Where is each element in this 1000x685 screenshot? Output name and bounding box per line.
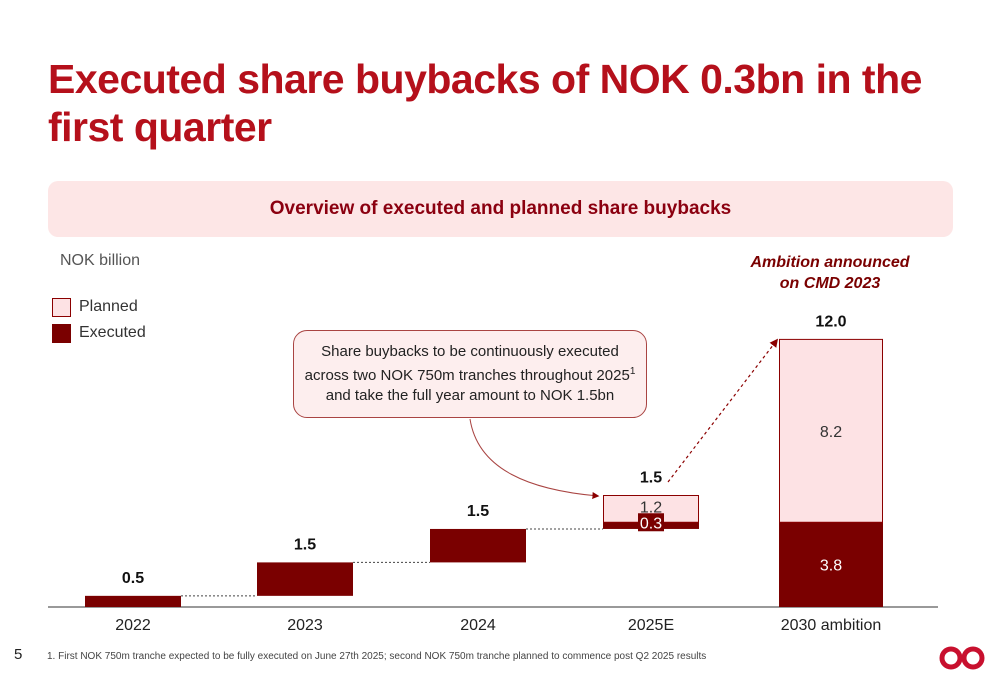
legend-item-executed: Executed [52, 320, 146, 346]
total-label-2025e: 1.5 [640, 470, 662, 487]
ambition-arrow [667, 338, 779, 483]
unit-label: NOK billion [60, 252, 141, 269]
total-label-2024: 1.5 [467, 503, 489, 520]
legend-label-executed: Executed [79, 324, 146, 341]
banner-text: Overview of executed and planned share b… [269, 198, 732, 219]
bar-executed-2030-ambition [779, 522, 883, 607]
legend-swatch-executed [52, 323, 71, 343]
x-tick-label-2023: 2023 [287, 617, 323, 634]
callout-box: Share buybacks to be continuously execut… [293, 330, 647, 418]
x-tick-label-2022: 2022 [115, 617, 151, 634]
x-tick-label-2025e: 2025E [628, 617, 674, 634]
segment-label-planned-2025e: 1.2 [640, 500, 662, 517]
segment-label-executed-2025e: 0.3 [640, 515, 662, 532]
segment-bg-executed-2025e [638, 513, 664, 532]
bar-executed-2023 [257, 562, 353, 596]
x-tick-label-2030-ambition: 2030 ambition [781, 617, 882, 634]
bar-planned-2030-ambition [779, 338, 883, 523]
callout-arrow [469, 418, 600, 499]
chart-legend: Planned Executed [52, 294, 146, 346]
legend-item-planned: Planned [52, 294, 146, 320]
total-label-2022: 0.5 [122, 570, 144, 587]
bar-executed-2024 [430, 528, 526, 563]
callout-text: Share buybacks to be continuously execut… [304, 343, 630, 384]
company-logo-icon [939, 646, 985, 670]
chart-banner: Overview of executed and planned share b… [48, 181, 953, 237]
segment-label-executed-2030-ambition: 3.8 [820, 558, 842, 575]
bar-executed-2022 [85, 595, 181, 607]
page-title: Executed share buybacks of NOK 0.3bn in … [48, 56, 922, 150]
callout-footnote-ref: 1 [629, 366, 636, 377]
total-label-2030-ambition: 12.0 [815, 313, 846, 330]
x-tick-label-2024: 2024 [460, 617, 496, 634]
page-number: 5 [14, 646, 23, 663]
ambition-note: Ambition announced on CMD 2023 [750, 254, 910, 292]
footnote: 1. First NOK 750m tranche expected to be… [47, 651, 707, 662]
callout-text-block: Share buybacks to be continuously execut… [304, 342, 636, 406]
total-label-2023: 1.5 [294, 536, 316, 553]
callout-text-end: and take the full year amount to NOK 1.5… [325, 387, 615, 404]
legend-swatch-planned [52, 297, 71, 317]
segment-label-planned-2030-ambition: 8.2 [820, 424, 842, 441]
legend-label-planned: Planned [79, 298, 138, 315]
